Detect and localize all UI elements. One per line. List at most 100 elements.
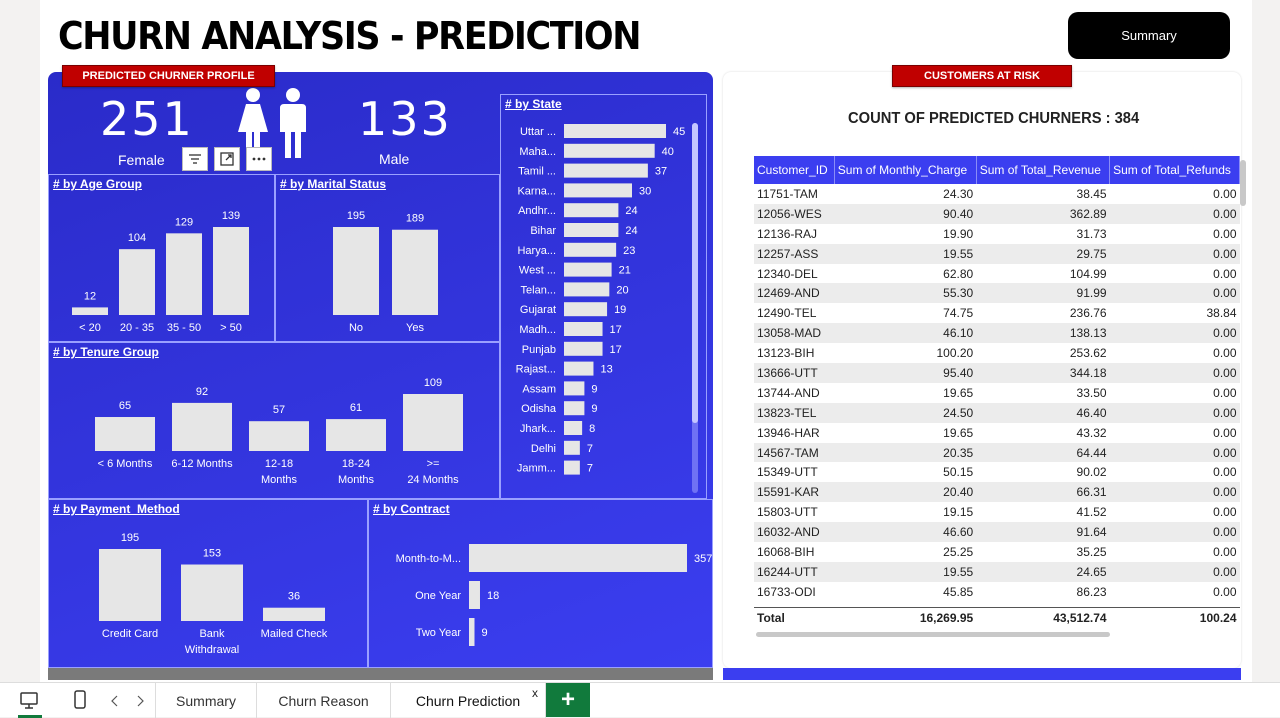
- col-monthly-charge[interactable]: Sum of Monthly_Charge: [834, 156, 977, 184]
- summary-button[interactable]: Summary: [1068, 12, 1230, 59]
- next-page-icon[interactable]: [135, 695, 145, 707]
- cell-monthly-charge: 20.35: [834, 442, 977, 463]
- table-row[interactable]: 11751-TAM 24.30 38.45 0.00: [754, 184, 1240, 204]
- tenure-group-chart: # by Tenure Group 65 < 6 Months 92 6-12 Mon…: [48, 342, 500, 499]
- page-tab-bar: Summary Churn Reason Churn Prediction x: [0, 682, 1280, 718]
- cell-total-revenue: 91.99: [976, 283, 1110, 304]
- table-row[interactable]: 14567-TAM 20.35 64.44 0.00: [754, 442, 1240, 463]
- cell-total-refunds: 0.00: [1109, 442, 1240, 463]
- prev-page-icon[interactable]: [110, 695, 120, 707]
- tick-label-yes: Yes: [406, 322, 424, 334]
- close-tab-icon[interactable]: x: [532, 686, 538, 700]
- cell-monthly-charge: 55.30: [834, 283, 977, 304]
- table-row[interactable]: 12136-RAJ 19.90 31.73 0.00: [754, 224, 1240, 244]
- cell-customer-id: 16244-UTT: [754, 561, 835, 582]
- cell-total-refunds: 0.00: [1109, 363, 1240, 383]
- cell-total-refunds: 0.00: [1109, 482, 1240, 503]
- table-row[interactable]: 12257-ASS 19.55 29.75 0.00: [754, 243, 1240, 264]
- tick-label-6-months: < 6 Months: [98, 458, 153, 470]
- table-row[interactable]: 12340-DEL 62.80 104.99 0.00: [754, 264, 1240, 284]
- cell-customer-id: 13744-AND: [757, 385, 820, 400]
- table-row[interactable]: 16733-ODI 45.85 86.23 0.00: [754, 582, 1240, 602]
- desktop-view-icon[interactable]: [19, 691, 39, 711]
- marital-status-plot: 195 No 189 Yes: [333, 210, 438, 334]
- table-row[interactable]: 13666-UTT 95.40 344.18 0.00: [754, 363, 1240, 383]
- table-row[interactable]: 15803-UTT 19.15 41.52 0.00: [754, 502, 1240, 522]
- cell-total-refunds: 0.00: [1109, 402, 1240, 423]
- state-bar-11: [564, 341, 603, 356]
- state-value-14: 9: [591, 403, 597, 415]
- cell-total-refunds: 38.84: [1206, 306, 1237, 321]
- state-bar-6: [564, 242, 617, 257]
- state-scrollbar[interactable]: [692, 123, 698, 493]
- table-row[interactable]: 16244-UTT 19.55 24.65 0.00: [754, 561, 1240, 582]
- cell-monthly-charge: 45.85: [943, 584, 974, 599]
- bar-20: [72, 307, 108, 315]
- table-row[interactable]: 16068-BIH 25.25 35.25 0.00: [754, 542, 1240, 562]
- gender-icon: [238, 88, 306, 158]
- state-label-west: West ...: [519, 265, 556, 277]
- tab-churn-prediction-label: Churn Prediction: [415, 692, 521, 709]
- focus-mode-icon[interactable]: [214, 147, 240, 171]
- tab-summary[interactable]: Summary: [155, 683, 257, 718]
- mobile-view-icon[interactable]: [72, 689, 88, 711]
- state-label-bihar: Bihar: [530, 225, 556, 237]
- bar-50: [213, 227, 249, 315]
- cell-monthly-charge: 74.75: [943, 306, 974, 321]
- filter-icon[interactable]: [182, 147, 208, 171]
- more-options-icon[interactable]: [246, 147, 272, 171]
- contract-label-two-year: Two Year: [416, 627, 462, 639]
- col-total-refunds[interactable]: Sum of Total_Refunds: [1109, 156, 1240, 184]
- cell-customer-id: 13946-HAR: [757, 425, 820, 440]
- tab-churn-prediction[interactable]: Churn Prediction: [391, 683, 546, 718]
- state-label-jhark: Jhark...: [520, 423, 556, 435]
- female-count: 251: [100, 92, 194, 146]
- col-customer-id[interactable]: Customer_ID: [754, 156, 835, 184]
- state-value-15: 8: [589, 423, 595, 435]
- state-bar-17: [564, 460, 580, 475]
- state-bar-9: [564, 302, 608, 317]
- state-label-madh: Madh...: [519, 324, 556, 336]
- cell-monthly-charge: 19.55: [834, 561, 977, 582]
- data-label-yes: 189: [406, 213, 424, 225]
- table-row[interactable]: 13744-AND 19.65 33.50 0.00: [754, 383, 1240, 403]
- cell-total-revenue: 38.45: [1076, 186, 1107, 201]
- cell-total-revenue: 24.65: [976, 561, 1110, 582]
- table-row[interactable]: 15591-KAR 20.40 66.31 0.00: [754, 482, 1240, 503]
- state-scrollbar-thumb[interactable]: [692, 123, 698, 423]
- tick-label-12-18-months: Months: [261, 474, 298, 486]
- table-row[interactable]: 12469-AND 55.30 91.99 0.00: [754, 283, 1240, 304]
- table-row[interactable]: 12490-TEL 74.75 236.76 38.84: [754, 303, 1240, 323]
- cell-monthly-charge: 19.15: [943, 505, 974, 520]
- cell-monthly-charge: 19.65: [943, 425, 974, 440]
- table-horizontal-scrollbar[interactable]: [756, 632, 1110, 637]
- state-label-tamil: Tamil ...: [518, 166, 556, 178]
- table-row[interactable]: 13823-TEL 24.50 46.40 0.00: [754, 402, 1240, 423]
- cell-customer-id: 15349-UTT: [757, 465, 818, 480]
- table-row[interactable]: 13123-BIH 100.20 253.62 0.00: [754, 343, 1240, 363]
- tenure-group-plot: 65 < 6 Months 92 6-12 Months 57 12-18 Months 61…: [95, 377, 463, 486]
- contract-bar-two-year: [469, 618, 475, 646]
- total-refunds: 100.24: [1109, 607, 1240, 628]
- table-row[interactable]: 12056-WES 90.40 362.89 0.00: [754, 203, 1240, 224]
- state-bar-12: [564, 361, 594, 376]
- tab-churn-reason[interactable]: Churn Reason: [257, 683, 391, 718]
- cell-total-refunds: 0.00: [1213, 266, 1237, 281]
- cell-total-refunds: 0.00: [1109, 283, 1240, 304]
- state-label-andhr: Andhr...: [518, 205, 556, 217]
- cell-total-refunds: 0.00: [1213, 346, 1237, 361]
- bar-yes: [392, 229, 438, 315]
- table-row[interactable]: 13946-HAR 19.65 43.32 0.00: [754, 423, 1240, 443]
- customers-at-risk-table: Customer_ID Sum of Monthly_Charge Sum of…: [754, 156, 1240, 628]
- cell-total-refunds: 0.00: [1213, 544, 1237, 559]
- table-row[interactable]: 13058-MAD 46.10 138.13 0.00: [754, 323, 1240, 344]
- col-total-revenue[interactable]: Sum of Total_Revenue: [976, 156, 1111, 184]
- data-label-20-35: 104: [128, 232, 146, 244]
- age-group-title: # by Age Group: [53, 177, 142, 191]
- table-vertical-scrollbar[interactable]: [1240, 160, 1246, 206]
- table-row[interactable]: 16032-AND 46.60 91.64 0.00: [754, 522, 1240, 543]
- male-label: Male: [379, 151, 410, 167]
- table-row[interactable]: 15349-UTT 50.15 90.02 0.00: [754, 462, 1240, 482]
- state-label-odisha: Odisha: [521, 403, 557, 415]
- add-page-button[interactable]: +: [546, 683, 590, 717]
